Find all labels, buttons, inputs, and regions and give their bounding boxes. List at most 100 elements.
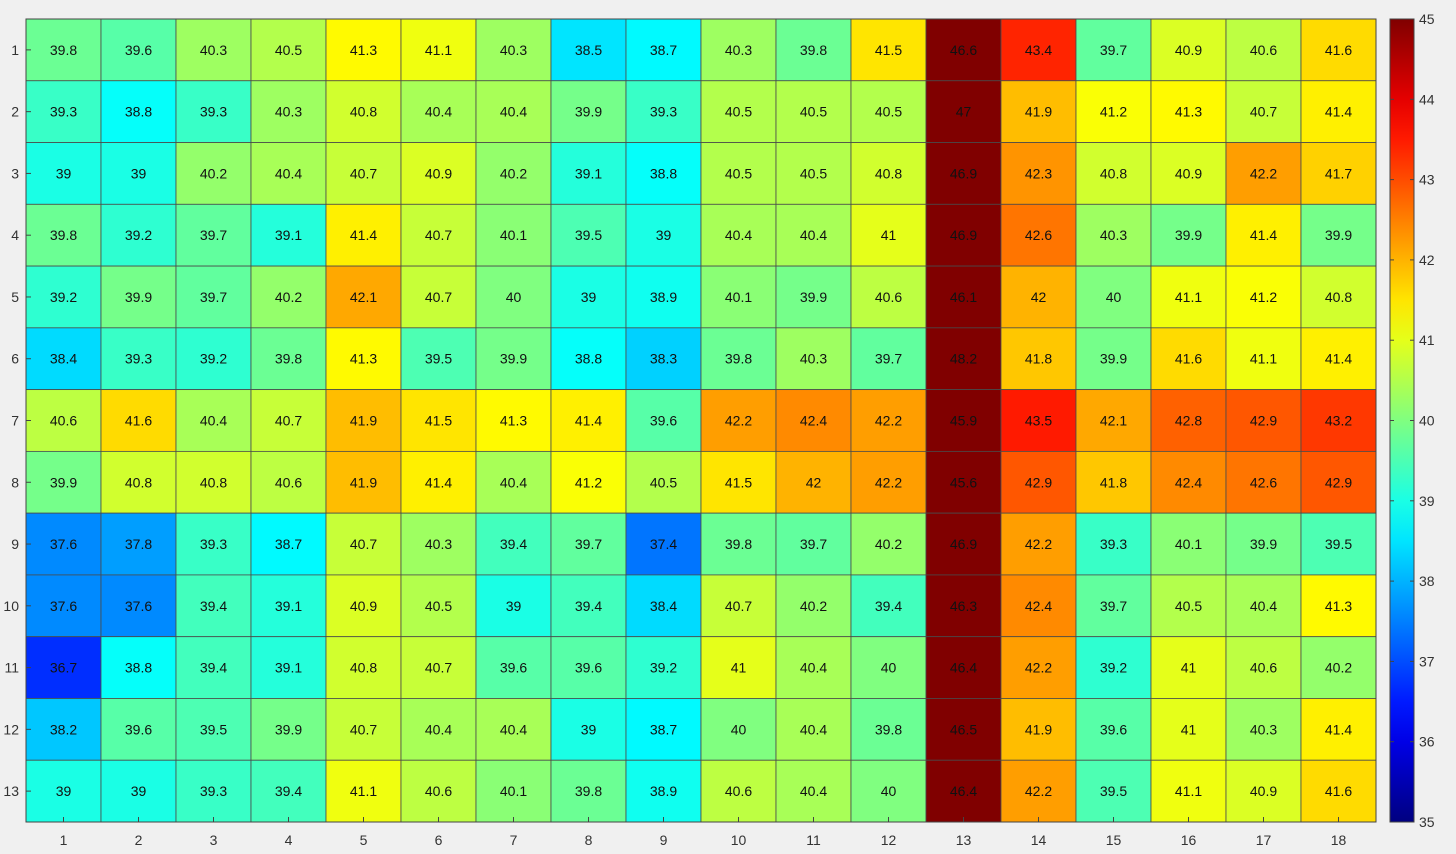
cell-value-label: 43.4 [1025,42,1052,58]
cell-value-label: 39.9 [1175,227,1202,243]
x-tick-label: 12 [881,832,897,848]
cell-value-label: 40.2 [875,536,902,552]
cell-value-label: 40.4 [500,474,527,490]
heatmap-cell [1225,636,1302,699]
cell-value-label: 41.2 [1100,104,1127,120]
heatmap-cell [1225,142,1302,205]
heatmap-cell [925,265,1002,329]
cell-value-label: 40.5 [275,42,302,58]
cell-value-label: 42 [806,474,822,490]
cell-value-label: 39.4 [500,536,527,552]
cell-value-label: 40.5 [425,598,452,614]
cell-value-label: 46.1 [950,289,977,305]
cell-value-label: 42.6 [1250,474,1277,490]
cell-value-label: 41.5 [725,474,752,490]
heatmap-cell [325,327,402,391]
heatmap-cell [775,636,852,699]
heatmap-cell [475,142,552,205]
cell-value-label: 40.8 [875,165,902,181]
heatmap-cell [925,327,1002,391]
x-tick-label: 18 [1331,832,1347,848]
heatmap-cell [1000,265,1077,329]
heatmap-cell [775,142,852,205]
heatmap-cell [1150,389,1227,452]
cell-value-label: 41.7 [1325,165,1352,181]
cell-value-label: 40 [506,289,522,305]
cell-value-label: 39.4 [875,598,902,614]
cell-value-label: 41.3 [350,42,377,58]
heatmap-cell [175,389,252,452]
x-tick-label: 8 [585,832,593,848]
heatmap-cell [1300,80,1377,143]
heatmap-cell [625,265,702,329]
cell-value-label: 40.4 [800,721,827,737]
y-tick-label: 11 [4,660,19,676]
heatmap-cell [1150,450,1227,514]
heatmap-cell [250,450,327,514]
cell-value-label: 39.9 [275,721,302,737]
heatmap-cell [325,80,402,143]
cell-value-label: 39.8 [875,721,902,737]
x-axis-ticks: 1 2 3 4 5 6 7 8 9 10 11 12 13 14 15 16 17 18 [60,817,1347,848]
heatmap-cell [1075,265,1152,329]
cell-value-label: 40.7 [425,227,452,243]
cell-value-label: 39.9 [50,474,77,490]
cell-value-label: 40.5 [875,104,902,120]
heatmap-cell [700,203,777,267]
cell-value-label: 39.9 [1250,536,1277,552]
cell-value-label: 39.6 [650,413,677,429]
cell-value-label: 39.4 [200,660,227,676]
cell-value-label: 39.1 [275,598,302,614]
cell-value-label: 42.2 [1025,783,1052,799]
cell-value-label: 46.4 [950,660,977,676]
y-tick-label: 12 [3,721,19,737]
heatmap-cell [175,636,252,699]
cell-value-label: 40.3 [425,536,452,552]
cell-value-label: 41.6 [1325,783,1352,799]
heatmap-cell [250,18,327,82]
cell-value-label: 42.4 [800,413,827,429]
heatmap-cell [325,265,402,329]
cell-value-label: 39.7 [200,227,227,243]
x-tick-label: 9 [660,832,668,848]
heatmap-cell [1225,80,1302,143]
colorbar-tick-label: 38 [1419,573,1435,589]
x-tick-label: 2 [135,832,143,848]
heatmap-cell [325,574,402,638]
cell-value-label: 40.6 [50,413,77,429]
cell-value-label: 40.4 [725,227,752,243]
heatmap-cell [700,512,777,576]
cell-value-label: 39.3 [200,104,227,120]
heatmap-cell [775,80,852,143]
cell-value-label: 46.9 [950,536,977,552]
heatmap-cell [475,512,552,576]
cell-value-label: 40.2 [200,165,227,181]
heatmap-cell [925,389,1002,452]
heatmap-cell [1000,142,1077,205]
heatmap-cell [25,759,102,823]
cell-value-label: 41.3 [350,351,377,367]
cell-value-label: 36.7 [50,660,77,676]
cell-value-label: 41.9 [350,474,377,490]
cell-value-label: 42.2 [875,413,902,429]
heatmap-cell [925,574,1002,638]
heatmap-cell [625,636,702,699]
heatmap-cell [775,389,852,452]
x-tick-label: 10 [731,832,747,848]
cell-value-label: 40.7 [725,598,752,614]
heatmap-cell [400,698,477,761]
heatmap-cell [1075,450,1152,514]
cell-value-label: 41.2 [1250,289,1277,305]
y-tick-label: 9 [11,536,19,552]
cell-value-label: 39.3 [125,351,152,367]
cell-value-label: 40.3 [800,351,827,367]
heatmap-cell [1150,636,1227,699]
cell-value-label: 38.3 [650,351,677,367]
heatmap-cell [1225,512,1302,576]
cell-value-label: 41.3 [500,413,527,429]
cell-value-label: 38.9 [650,783,677,799]
cell-value-label: 39.7 [575,536,602,552]
heatmap-cell [1150,574,1227,638]
y-tick-label: 1 [11,42,19,58]
y-tick-label: 7 [11,413,19,429]
